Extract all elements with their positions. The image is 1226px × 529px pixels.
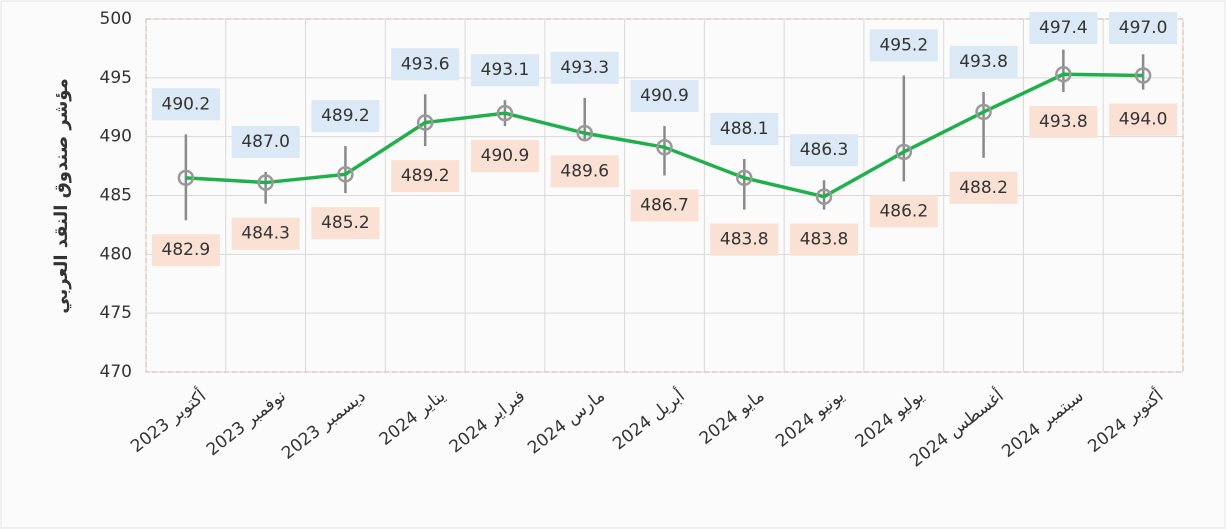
y-axis-title: مؤشر صندوق النقد العربي [51,78,72,313]
data-label: 497.0 [1119,18,1168,38]
data-label-box [311,207,380,240]
data-label: 489.2 [321,106,370,126]
data-label-box [949,45,1018,78]
data-label-box [630,189,699,222]
data-label: 483.8 [720,230,769,250]
y-tick-label: 490 [100,127,132,147]
data-label-box [1029,105,1098,138]
data-label: 488.2 [959,178,1008,198]
data-label: 494.0 [1119,110,1168,130]
marker [337,166,354,183]
data-label-box [470,140,539,173]
line [185,72,1144,199]
data-label-box [1109,12,1178,44]
data-label: 493.6 [401,54,450,74]
data-label: 485.2 [321,213,370,233]
marker [1134,67,1152,84]
y-tick-label: 475 [100,303,132,323]
data-label: 489.2 [401,166,450,186]
data-label-box [949,171,1018,204]
data-label-box [151,88,220,121]
data-label-box [630,80,699,113]
marker [815,188,833,205]
data-label: 493.3 [560,58,609,78]
data-label: 493.1 [481,60,530,80]
data-label-box [231,217,300,250]
data-label: 493.8 [1039,112,1088,132]
data-label-box [790,134,859,167]
data-label: 483.8 [800,230,849,250]
data-label: 493.8 [959,52,1008,72]
data-label: 486.3 [800,140,849,160]
data-label-box [1029,12,1098,44]
y-tick-label: 485 [100,186,132,206]
data-label-box [151,234,220,267]
marker [975,103,992,121]
marker [895,143,913,161]
data-label: 484.3 [241,224,290,244]
data-label: 490.2 [162,94,211,114]
data-label: 490.9 [640,86,689,106]
data-label: 487.0 [241,132,290,152]
data-label-box [790,223,859,256]
y-tick-label: 470 [100,362,132,382]
marker [656,139,673,156]
data-label-box [550,155,619,188]
y-tick-label: 500 [100,9,132,29]
data-label: 486.2 [879,201,928,221]
marker [177,169,195,187]
marker [257,174,274,191]
data-label-box [869,195,938,228]
y-tick-label: 495 [100,68,132,88]
marker [416,114,434,131]
data-label: 489.6 [560,161,609,181]
data-label: 490.9 [481,146,530,166]
data-label-box [710,113,779,146]
data-label-box [470,54,539,87]
y-tick-label: 480 [100,244,132,264]
marker [576,124,593,142]
data-label: 497.4 [1039,18,1088,38]
data-label: 488.1 [720,119,769,139]
data-label-box [231,125,300,158]
data-label-box [869,29,938,62]
data-label-box [1109,103,1178,136]
marker [496,104,514,122]
data-label: 482.9 [162,240,211,260]
data-label-box [550,51,619,84]
marker [1055,66,1072,83]
data-label-box [391,160,460,193]
data-label-box [710,223,779,256]
data-label: 495.2 [879,35,928,55]
plot-border [145,18,1184,373]
data-label-box [391,48,460,81]
marker [736,169,753,187]
data-label: 486.7 [640,195,689,215]
data-label-box [311,100,380,133]
